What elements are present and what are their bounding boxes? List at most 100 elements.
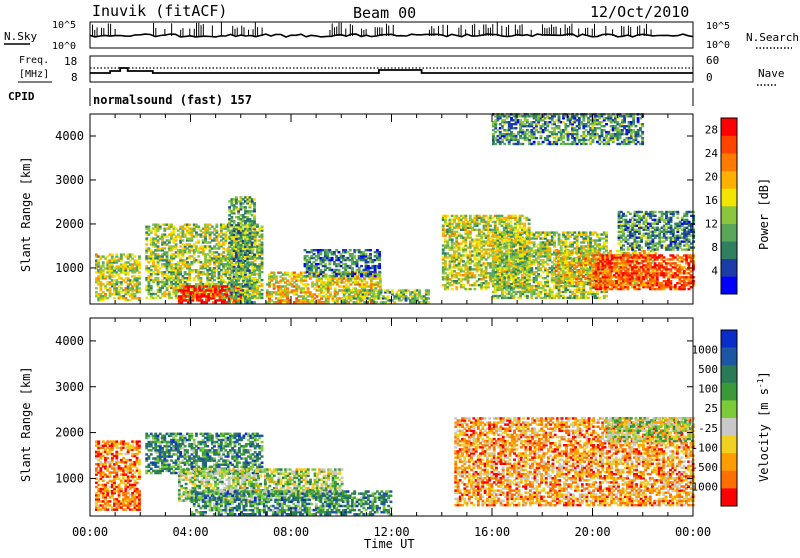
- echo-cell-352: [150, 285, 153, 287]
- echo-cell-2805: [353, 255, 356, 257]
- echo-cell-2201: [286, 272, 289, 274]
- echo-cell-4518: [546, 279, 549, 281]
- echo-cell-3071: [427, 289, 430, 291]
- echo-cell-2370: [325, 273, 328, 275]
- echo-cell-3387: [469, 215, 472, 217]
- echo-cell-4089: [499, 247, 502, 249]
- echo-cell-4263: [519, 279, 522, 281]
- freq-tick-bottom: 8: [71, 71, 78, 84]
- echo-cell-1478: [256, 224, 259, 226]
- freq-tick-top: 18: [64, 55, 77, 68]
- echo-cell-2098: [253, 198, 256, 200]
- echo-cell-2074: [253, 285, 256, 287]
- nsky-panel: N.Sky 10^5 10^0 N.Search 10^5 10^0: [4, 20, 799, 52]
- beam-title: Beam 00: [353, 4, 416, 22]
- echo-cell-2550: [365, 281, 368, 283]
- echo-cell-2979: [380, 289, 383, 291]
- nsearch-tick-top: 10^5: [706, 21, 730, 32]
- echo-cell-2894: [378, 271, 381, 273]
- echo-cell-2794: [351, 267, 354, 269]
- echo-cell-4006: [528, 227, 531, 229]
- echo-cell-3403: [473, 288, 476, 290]
- echo-cell-1525: [261, 241, 264, 243]
- echo-cell-2070: [253, 301, 256, 303]
- echo-cell-4399: [533, 241, 536, 243]
- echo-cell-1578: [194, 287, 197, 289]
- echo-cell-862: [200, 277, 203, 279]
- echo-cell-1710: [228, 250, 231, 252]
- echo-cell-2744: [338, 269, 341, 271]
- echo-cell-4134: [503, 231, 506, 233]
- echo-cell-3868: [514, 215, 517, 217]
- echo-cell-2408: [334, 287, 337, 289]
- echo-cell-300: [138, 261, 141, 263]
- nsky-label: N.Sky: [4, 30, 37, 43]
- echo-cell-851: [197, 226, 200, 228]
- echo-cell-494: [163, 247, 166, 249]
- echo-cell-2197: [286, 287, 289, 289]
- echo-cell-2869: [369, 249, 372, 251]
- echo-cell-4262: [519, 283, 522, 285]
- echo-cell-149: [115, 253, 118, 255]
- echo-cell-1528: [261, 233, 264, 235]
- echo-cell-843: [197, 255, 200, 257]
- echo-cell-2144: [275, 275, 278, 277]
- echo-cell-2722: [331, 257, 334, 259]
- echo-cell-2967: [375, 301, 378, 303]
- freq-line: [90, 68, 693, 73]
- echo-cell-1962: [244, 206, 247, 208]
- echo-cell-1826: [235, 196, 238, 198]
- echo-cell-2789: [349, 249, 352, 251]
- echo-cell-1753: [230, 216, 233, 218]
- echo-cell-848: [197, 239, 200, 241]
- echo-cell-3818: [510, 221, 513, 223]
- echo-cell-1512: [261, 271, 264, 273]
- echo-cell-2385: [329, 291, 332, 293]
- echo-cell-766: [188, 224, 191, 226]
- freq-frame: [90, 56, 693, 82]
- echo-cell-418: [157, 277, 160, 279]
- nave-tick-top: 60: [706, 54, 719, 67]
- echo-cell-1815: [235, 238, 238, 240]
- echo-cell-3067: [427, 301, 430, 303]
- echo-cell-3332: [464, 215, 467, 217]
- echo-cell-3358: [469, 288, 472, 290]
- echo-cell-318: [145, 243, 148, 245]
- echo-cell-2897: [378, 263, 381, 265]
- echo-cell-2998: [391, 289, 394, 291]
- echo-cell-2868: [369, 253, 372, 255]
- echo-cell-65: [104, 293, 107, 295]
- echo-cell-2097: [253, 202, 256, 204]
- echo-cell-2076: [253, 279, 256, 281]
- echo-cell-3960: [523, 223, 526, 225]
- echo-cell-2079: [253, 270, 256, 272]
- echo-cell-288: [138, 297, 141, 299]
- echo-cell-271: [134, 255, 137, 257]
- echo-cell-4493: [544, 289, 547, 291]
- freq-panel: Freq. [MHz] 18 8 Nave 60 0: [18, 54, 785, 85]
- echo-cell-4599: [553, 239, 556, 241]
- echo-cell-2087: [253, 226, 256, 228]
- echo-cell-4007: [528, 223, 531, 225]
- echo-cell-1510: [261, 283, 264, 285]
- echo-cell-1043: [215, 224, 218, 226]
- echo-cell-2061: [251, 238, 254, 240]
- echo-cell-291: [138, 287, 141, 289]
- echo-cell-296: [138, 271, 141, 273]
- echo-cell-1041: [215, 230, 218, 232]
- station-title: Inuvik (fitACF): [92, 2, 227, 20]
- echo-cell-302: [138, 255, 141, 257]
- echo-cell-3140: [446, 215, 449, 217]
- echo-cell-3053: [418, 289, 421, 291]
- echo-cell-3407: [473, 274, 476, 276]
- echo-cell-303: [145, 297, 148, 299]
- echo-cell-3165: [451, 288, 454, 290]
- echo-cell-295: [138, 275, 141, 277]
- echo-cell-4370: [530, 267, 533, 269]
- echo-cell-293: [138, 281, 141, 283]
- echo-cell-2135: [273, 272, 276, 274]
- echo-cell-2902: [378, 251, 381, 253]
